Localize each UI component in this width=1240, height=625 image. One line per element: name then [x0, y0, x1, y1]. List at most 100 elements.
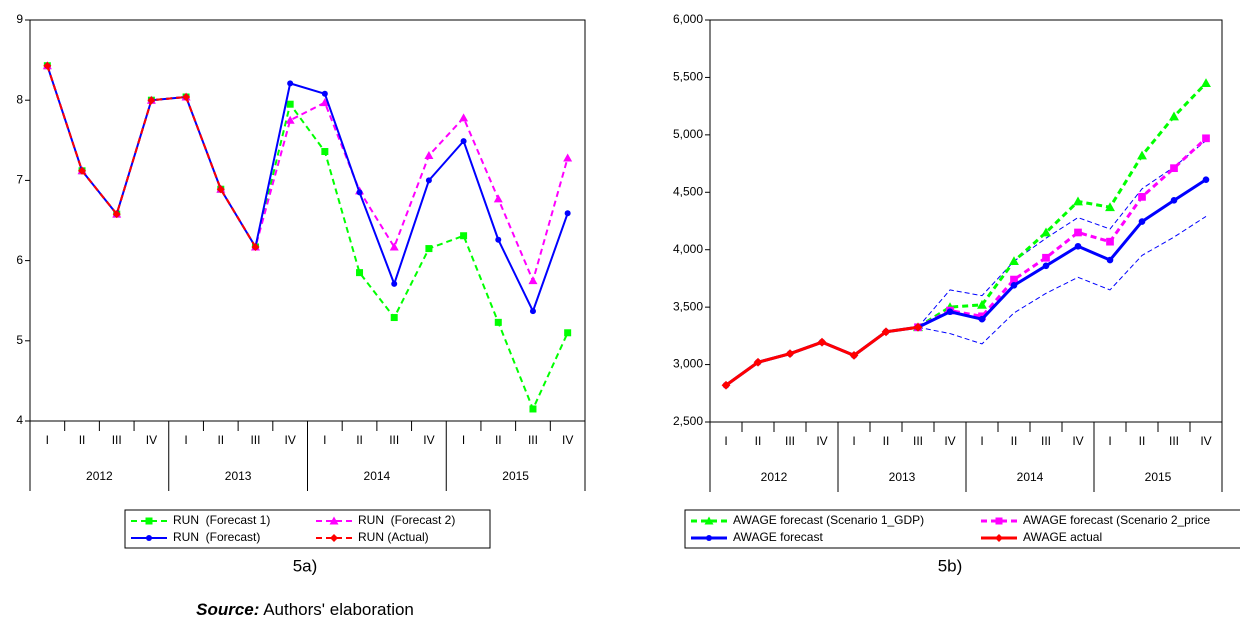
- marker: [356, 189, 363, 196]
- x-tick-label: II: [356, 433, 363, 447]
- marker: [528, 276, 538, 285]
- x-tick-label: III: [528, 433, 538, 447]
- x-tick-label: II: [1011, 434, 1018, 448]
- x-tick-label: I: [852, 434, 855, 448]
- x-group-label: 2015: [1145, 470, 1172, 484]
- marker: [494, 318, 502, 326]
- y-tick-label: 3,000: [673, 357, 703, 371]
- series-line: [917, 215, 1207, 345]
- x-tick-label: IV: [562, 433, 573, 447]
- caption: 5b): [938, 556, 963, 575]
- marker: [459, 113, 469, 122]
- marker: [1137, 150, 1147, 160]
- legend-label: AWAGE actual: [1023, 530, 1102, 544]
- marker: [424, 151, 434, 160]
- marker: [287, 80, 294, 87]
- marker: [1010, 275, 1018, 284]
- x-tick-label: II: [1139, 434, 1146, 448]
- x-tick-label: IV: [1200, 434, 1211, 448]
- x-tick-label: III: [1169, 434, 1179, 448]
- marker: [1170, 164, 1178, 173]
- marker: [995, 534, 1003, 542]
- marker: [460, 138, 467, 145]
- marker: [563, 153, 573, 162]
- x-tick-label: II: [755, 434, 762, 448]
- series-line: [917, 140, 1207, 328]
- marker: [995, 517, 1003, 525]
- legend-label: RUN (Actual): [358, 530, 429, 544]
- marker: [946, 308, 954, 316]
- marker: [704, 516, 714, 525]
- marker: [286, 100, 294, 108]
- y-tick-label: 5,000: [673, 127, 703, 141]
- x-group-label: 2013: [889, 470, 916, 484]
- caption: 5a): [293, 556, 318, 575]
- x-tick-label: I: [1108, 434, 1111, 448]
- series-line: [46, 65, 257, 248]
- marker: [977, 299, 987, 309]
- x-tick-label: I: [184, 433, 187, 447]
- marker: [425, 245, 433, 253]
- marker: [721, 380, 731, 390]
- marker: [112, 210, 121, 219]
- legend-label: AWAGE forecast (Scenario 1_GDP): [733, 513, 924, 527]
- marker: [251, 242, 260, 251]
- marker: [1042, 262, 1050, 270]
- marker: [493, 194, 503, 203]
- x-group-label: 2014: [364, 469, 391, 483]
- y-tick-label: 7: [16, 173, 23, 187]
- y-tick-label: 3,500: [673, 299, 703, 313]
- x-tick-label: II: [883, 434, 890, 448]
- marker: [1202, 134, 1210, 143]
- marker: [1010, 282, 1018, 289]
- x-tick-label: III: [250, 433, 260, 447]
- marker: [564, 329, 572, 337]
- marker: [321, 90, 328, 97]
- marker: [706, 535, 712, 541]
- marker: [145, 517, 153, 525]
- marker: [1202, 176, 1210, 183]
- marker: [1169, 111, 1179, 121]
- x-tick-label: IV: [284, 433, 295, 447]
- marker: [529, 308, 536, 315]
- marker: [1170, 197, 1178, 204]
- x-group-label: 2014: [1017, 470, 1044, 484]
- marker: [391, 280, 398, 287]
- source-label: Source:: [196, 600, 259, 619]
- x-tick-label: IV: [423, 433, 434, 447]
- x-tick-label: III: [389, 433, 399, 447]
- marker: [564, 210, 571, 217]
- x-tick-label: IV: [944, 434, 955, 448]
- x-tick-label: II: [495, 433, 502, 447]
- marker: [1106, 237, 1114, 246]
- x-tick-label: I: [462, 433, 465, 447]
- x-tick-label: II: [217, 433, 224, 447]
- x-group-label: 2012: [761, 470, 788, 484]
- x-tick-label: II: [79, 433, 86, 447]
- marker: [460, 232, 468, 240]
- marker: [1041, 227, 1051, 237]
- y-tick-label: 9: [16, 12, 23, 26]
- source-text: Authors' elaboration: [263, 600, 414, 619]
- legend-label: RUN (Forecast 2): [358, 513, 455, 527]
- series-line: [46, 65, 569, 410]
- y-tick-label: 6: [16, 253, 23, 267]
- marker: [913, 322, 923, 332]
- marker: [785, 349, 795, 359]
- y-tick-label: 4: [16, 413, 23, 427]
- marker: [495, 236, 502, 243]
- marker: [78, 166, 87, 175]
- x-tick-label: I: [724, 434, 727, 448]
- legend-label: AWAGE forecast: [733, 530, 823, 544]
- marker: [182, 92, 191, 101]
- series-line: [725, 325, 919, 387]
- marker: [1106, 256, 1114, 264]
- marker: [320, 98, 330, 107]
- marker: [330, 534, 338, 542]
- x-tick-label: I: [980, 434, 983, 448]
- marker: [321, 148, 329, 156]
- x-tick-label: IV: [1072, 434, 1083, 448]
- x-tick-label: III: [1041, 434, 1051, 448]
- marker: [216, 185, 225, 194]
- marker: [390, 314, 398, 322]
